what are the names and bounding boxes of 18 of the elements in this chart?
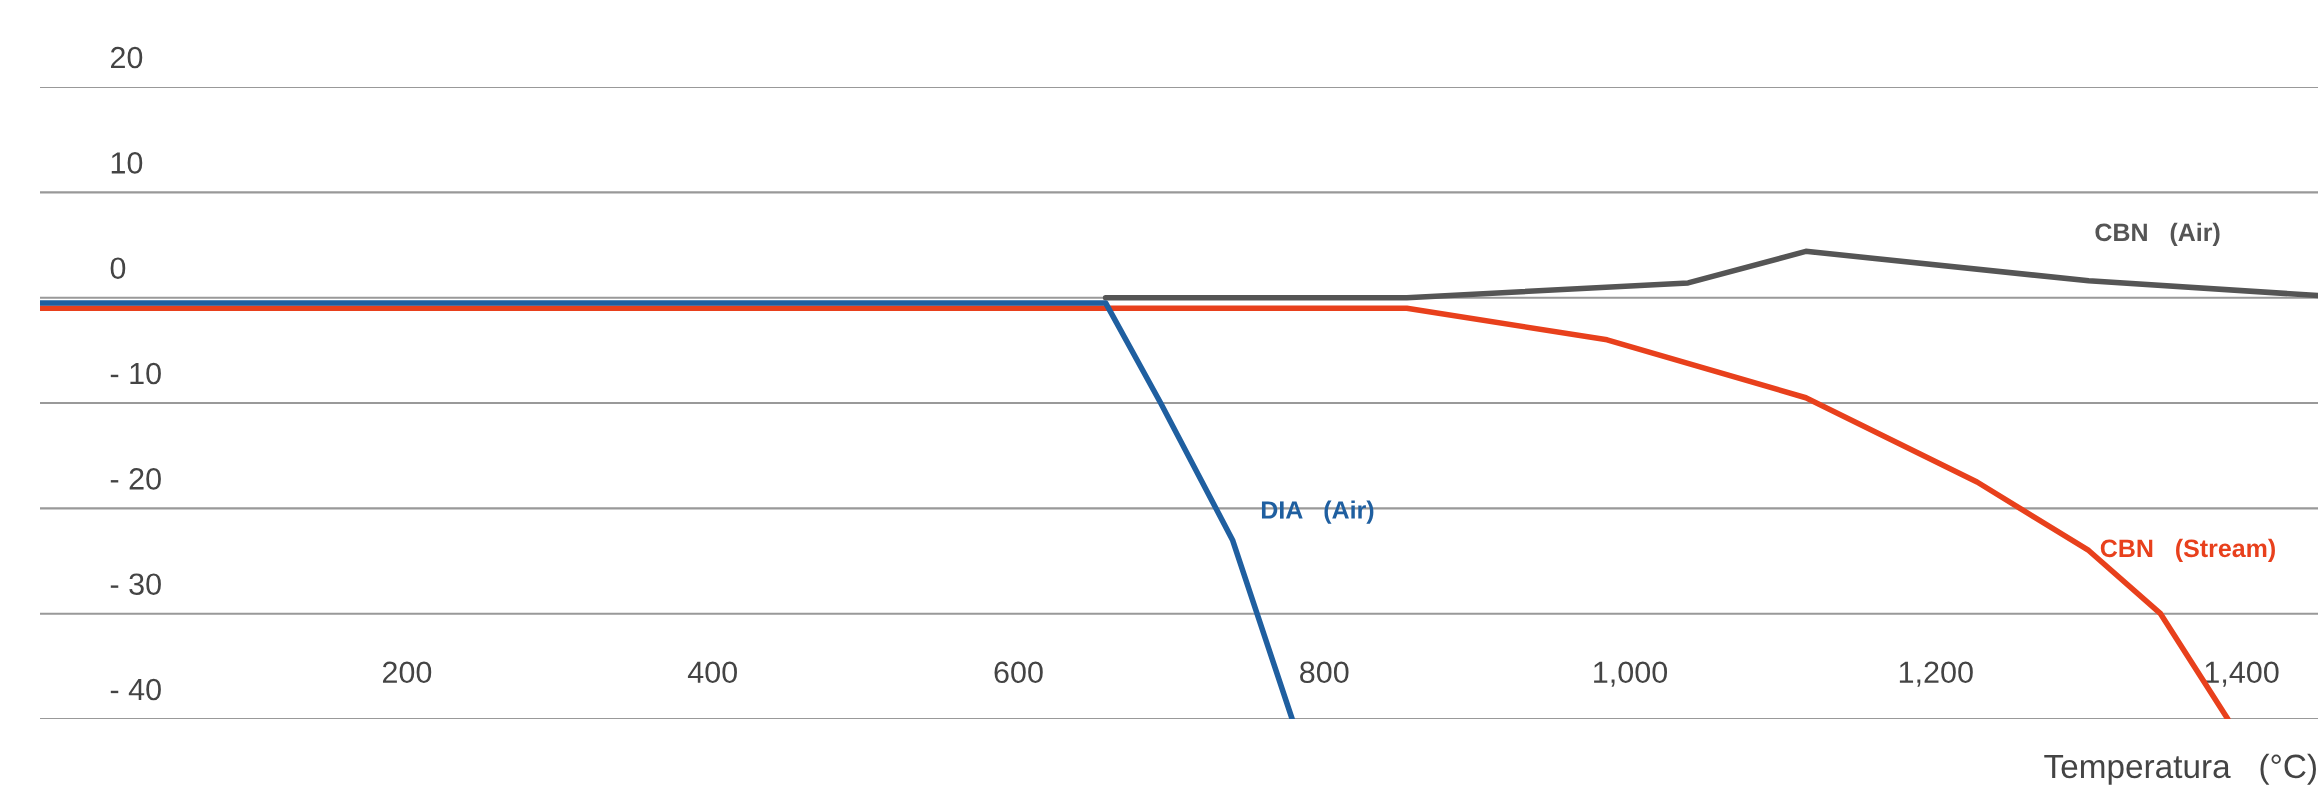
- x-tick-label: 1,400: [2205, 661, 2279, 687]
- series-label: CBN (Stream): [2100, 538, 2275, 563]
- series-label: CBN (Air): [2095, 222, 2220, 247]
- x-tick-label: 400: [687, 661, 737, 684]
- y-tick-label: 10: [111, 152, 143, 174]
- y-tick-label: 20: [110, 46, 143, 69]
- x-tick-label: 1,000: [1594, 661, 1668, 687]
- series-label: DIA (Air): [1261, 500, 1374, 524]
- x-tick-label: 1,200: [1899, 661, 1973, 687]
- y-tick-label: - 20: [110, 468, 161, 490]
- x-tick-label: 800: [1300, 661, 1349, 684]
- y-tick-label: - 30: [110, 573, 161, 596]
- x-axis-title: Temperatura (°C): [2044, 753, 2316, 785]
- y-tick-label: - 40: [110, 678, 161, 701]
- y-tick-label: - 10: [110, 362, 161, 385]
- x-tick-label: 600: [994, 661, 1043, 684]
- y-tick-label: 0: [110, 257, 126, 280]
- x-tick-label: 200: [382, 661, 432, 684]
